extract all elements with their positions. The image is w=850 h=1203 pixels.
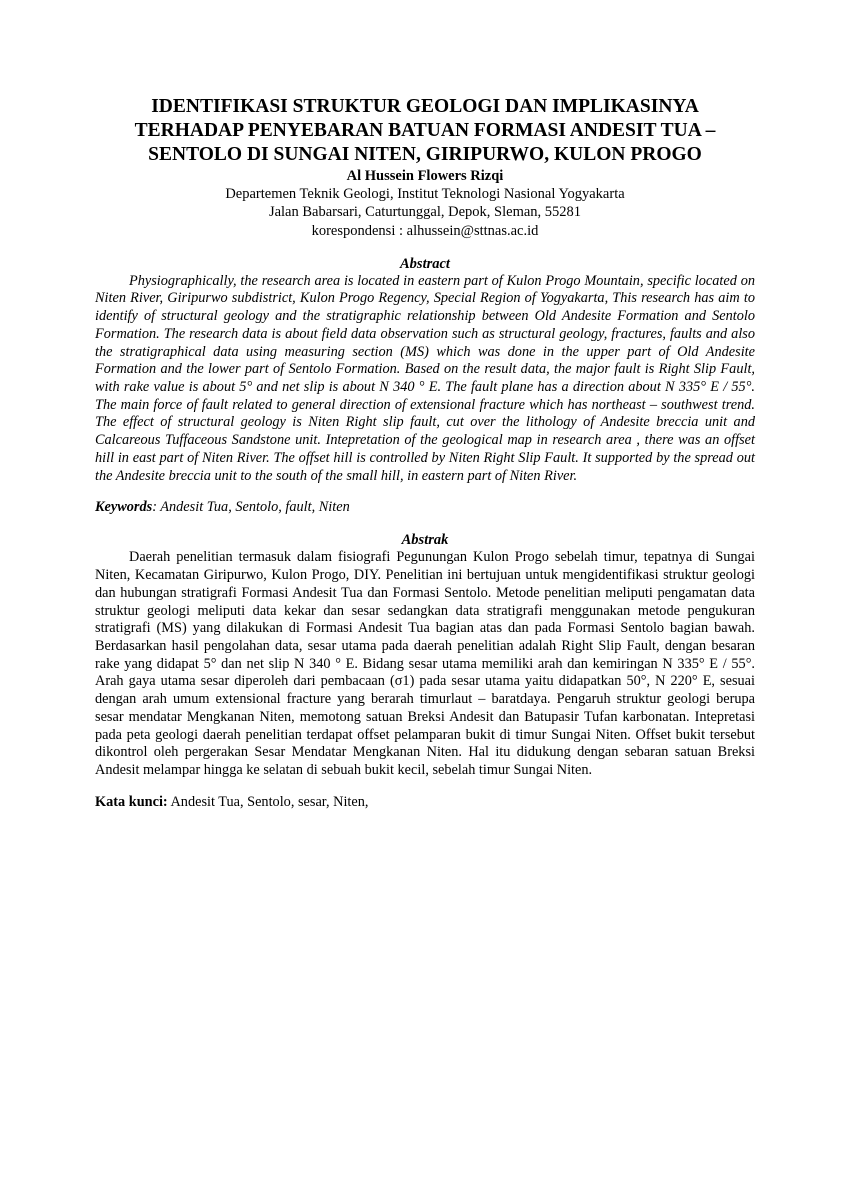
- abstract-heading-id: Abstrak: [95, 532, 755, 549]
- keywords-label-id: Kata kunci:: [95, 794, 168, 810]
- abstract-body-en: Physiographically, the research area is …: [95, 273, 755, 486]
- page-container: IDENTIFIKASI STRUKTUR GEOLOGI DAN IMPLIK…: [0, 0, 850, 1203]
- correspondence-line: korespondensi : alhussein@sttnas.ac.id: [95, 222, 755, 240]
- keywords-en: Keywords: Andesit Tua, Sentolo, fault, N…: [95, 499, 755, 516]
- keywords-label-en: Keywords: [95, 499, 152, 515]
- title-block: IDENTIFIKASI STRUKTUR GEOLOGI DAN IMPLIK…: [95, 95, 755, 240]
- abstract-heading-en: Abstract: [95, 256, 755, 273]
- affiliation-line-1: Departemen Teknik Geologi, Institut Tekn…: [95, 185, 755, 203]
- affiliation-line-2: Jalan Babarsari, Caturtunggal, Depok, Sl…: [95, 203, 755, 221]
- keywords-value-id: Andesit Tua, Sentolo, sesar, Niten,: [168, 794, 369, 810]
- paper-title: IDENTIFIKASI STRUKTUR GEOLOGI DAN IMPLIK…: [95, 95, 755, 166]
- abstract-body-id: Daerah penelitian termasuk dalam fisiogr…: [95, 549, 755, 779]
- keywords-value-en: : Andesit Tua, Sentolo, fault, Niten: [152, 499, 350, 515]
- keywords-id: Kata kunci: Andesit Tua, Sentolo, sesar,…: [95, 794, 755, 811]
- author-name: Al Hussein Flowers Rizqi: [95, 168, 755, 185]
